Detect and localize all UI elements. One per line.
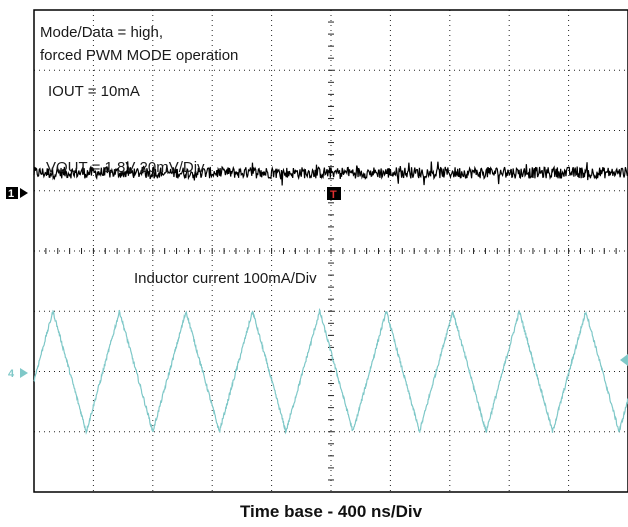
inductor-current-trace xyxy=(33,307,628,435)
plot-border xyxy=(33,9,628,493)
graticule-grid xyxy=(33,9,628,493)
channel-4-marker: 4 xyxy=(8,368,28,380)
iout-annotation: IOUT = 10mA xyxy=(48,83,140,100)
channel-4-arrow xyxy=(20,368,28,378)
inductor-annotation: Inductor current 100mA/Div xyxy=(134,270,317,287)
channel-1-marker: 1 xyxy=(6,187,28,200)
vout-annotation: VOUT = 1.8V 20mV/Div xyxy=(46,159,205,176)
channel-4-right-arrow xyxy=(620,354,628,366)
mode-annotation-line2: forced PWM MODE operation xyxy=(40,47,238,64)
x-axis-label: Time base - 400 ns/Div xyxy=(240,502,423,521)
traces xyxy=(33,161,628,435)
vout-trace xyxy=(33,161,628,186)
trigger-marker: T xyxy=(327,187,341,201)
mode-annotation-line1: Mode/Data = high, xyxy=(40,24,163,41)
channel-1-arrow xyxy=(20,188,28,198)
channel-1-label: 1 xyxy=(8,188,14,200)
trigger-label: T xyxy=(330,189,337,201)
channel-4-label: 4 xyxy=(8,368,15,380)
